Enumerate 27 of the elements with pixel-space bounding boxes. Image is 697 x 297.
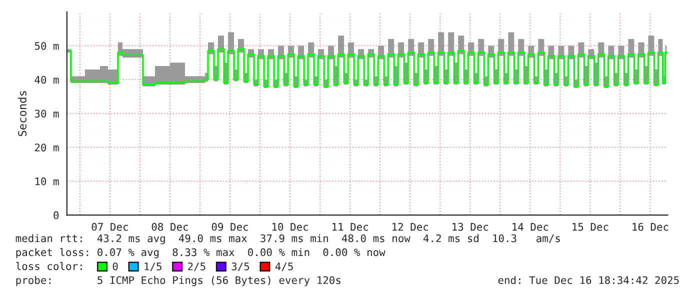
legend-title: loss color: [16,262,82,270]
x-tick-label: 13 Dec [452,222,488,231]
x-tick-label: 15 Dec [572,223,608,231]
y-tick-label: 30 m [34,110,59,118]
legend-label: 4/5 [275,262,293,272]
text: probe: 5 ICMP Echo Pings (56 Bytes) every 120s [16,276,340,286]
legend-label: 1/5 [144,262,162,272]
x-tick-label: 16 Dec [632,222,668,231]
text: median rtt: 43.2 ms avg 49.0 ms max 37.9 ms min 48.0 ms now 4.2 ms sd 10.3 am/s [16,234,560,244]
text: packet loss: 0.07 % avg 8.33 % max 0.00 % min 0.00 % now [16,248,386,258]
legend-label: 0 [112,262,118,270]
legend-label: 3/5 [232,262,250,272]
y-axis-title: Seconds [18,91,26,136]
x-tick-label: 11 Dec [332,223,368,231]
x-tick-label: 09 Dec [212,222,248,231]
y-tick-label: 10 m [35,177,59,186]
y-tick-label: 0 [54,211,59,220]
legend-label: 2/5 [188,262,206,272]
x-tick-label: 07 Dec [92,222,128,231]
y-tick-label: 50 m [34,42,59,50]
y-tick-label: 20 m [34,144,59,152]
x-tick-label: 12 Dec [392,222,428,231]
y-tick-label: 40 m [34,76,59,84]
text: end: Tue Dec 16 18:34:42 2025 [498,276,679,284]
x-tick-label: 10 Dec [272,222,308,231]
x-tick-label: 14 Dec [512,223,548,231]
x-tick-label: 08 Dec [152,222,188,231]
